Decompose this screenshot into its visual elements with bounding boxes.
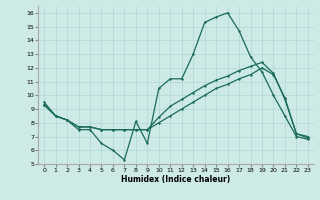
X-axis label: Humidex (Indice chaleur): Humidex (Indice chaleur) bbox=[121, 175, 231, 184]
